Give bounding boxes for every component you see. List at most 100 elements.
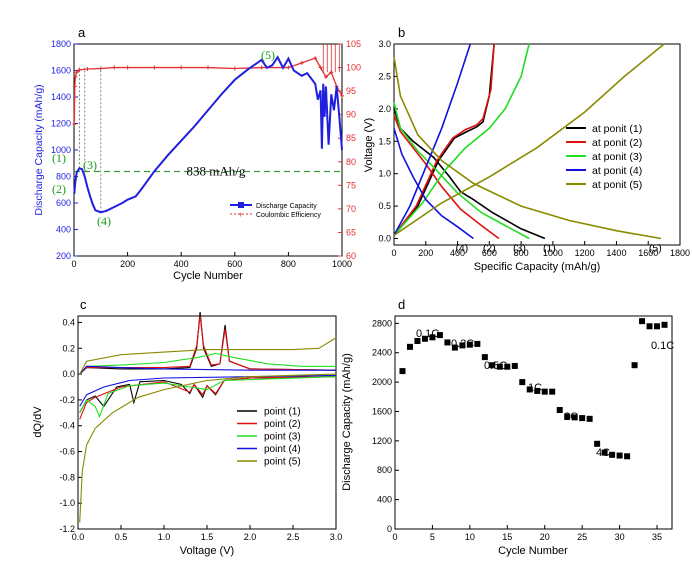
data-point <box>451 344 458 351</box>
x-tick-label: 1000 <box>332 259 352 269</box>
panel-c: c 0.0 0.5 1.0 1.5 2.0 2.5 3.0 0.4 0.2 0.0 -0.2 -0.… <box>32 297 342 557</box>
panel-c-x-ticks: 0.0 0.5 1.0 1.5 2.0 2.5 3.0 <box>72 525 342 542</box>
legend-label-3: at ponit (3) <box>592 151 642 163</box>
data-point <box>549 388 556 395</box>
data-point <box>534 387 541 394</box>
panel-a-ylabel: Discharge Capacity (mAh/g) <box>33 84 45 215</box>
discharge-curve-4 <box>393 128 474 240</box>
panel-a-y2-ticks: 60 65 70 75 80 85 90 95 100 105 <box>338 39 361 261</box>
panel-d-label: d <box>398 297 405 312</box>
y-tick-label: 60 <box>346 251 356 261</box>
x-tick-label: 1.0 <box>158 532 171 542</box>
panel-c-ylabel: dQ/dV <box>32 406 44 438</box>
x-tick-label: 800 <box>514 248 529 258</box>
charge-dqdv-4 <box>79 365 336 375</box>
x-tick-label: 400 <box>450 248 465 258</box>
y-tick-label: 65 <box>346 227 356 237</box>
ce-marker <box>98 66 103 71</box>
charge-curve-5 <box>393 43 665 236</box>
panel-a-point-4: (4) <box>97 214 111 228</box>
end-label: (4) <box>455 243 468 255</box>
y-tick-label: 2.5 <box>378 71 391 81</box>
legend-label-1: at ponit (1) <box>592 123 642 135</box>
panel-d-rate-1c: 1C <box>528 382 542 394</box>
discharge-curve-2 <box>393 115 500 240</box>
y-tick-label: 1200 <box>372 436 392 446</box>
discharge-dqdv-3 <box>79 376 337 419</box>
panel-a-x-ticks: 0 200 400 600 800 1000 <box>71 252 352 269</box>
data-point <box>541 388 548 395</box>
ce-marker <box>318 65 323 70</box>
x-tick-label: 0.5 <box>115 532 128 542</box>
x-tick-label: 1.5 <box>201 532 214 542</box>
panel-d-frame <box>394 315 673 530</box>
ce-marker <box>72 84 77 89</box>
discharge-dqdv-1 <box>79 376 337 414</box>
y-tick-label: -0.8 <box>59 472 75 482</box>
legend-capacity-marker <box>238 202 244 208</box>
y-tick-label: 200 <box>56 251 71 261</box>
ce-marker <box>85 66 90 71</box>
y-tick-label: 1800 <box>51 39 71 49</box>
y-tick-label: 1400 <box>51 92 71 102</box>
y-tick-label: 1.0 <box>378 169 391 179</box>
panel-d-rate-01c-return: 0.1C <box>651 340 674 352</box>
discharge-dqdv-5 <box>79 373 337 523</box>
data-point <box>631 362 638 369</box>
charge-dqdv-3 <box>79 352 336 375</box>
c-legend-label-1: point (1) <box>264 407 301 418</box>
x-tick-label: 0 <box>392 532 397 542</box>
y-tick-label: 2000 <box>372 377 392 387</box>
c-legend-label-3: point (3) <box>264 432 301 443</box>
y-tick-label: 2400 <box>372 348 392 358</box>
y-tick-label: 0.0 <box>378 234 391 244</box>
legend-capacity-label: Discharge Capacity <box>256 203 317 210</box>
x-tick-label: 1600 <box>638 248 658 258</box>
panel-b-frame <box>393 43 681 246</box>
data-point <box>556 407 563 414</box>
x-tick-label: 2.5 <box>287 532 300 542</box>
x-tick-label: 200 <box>418 248 433 258</box>
ce-marker <box>299 60 304 65</box>
x-tick-label: 0 <box>391 248 396 258</box>
y-tick-label: 1600 <box>51 66 71 76</box>
ce-marker <box>73 74 78 79</box>
y-tick-label: 400 <box>377 495 392 505</box>
panel-a-reference-label: 838 mAh/g <box>187 163 246 178</box>
y-tick-label: 600 <box>56 198 71 208</box>
panel-d-rate-2c: 2C <box>564 411 578 423</box>
legend-label-5: at ponit (5) <box>592 179 642 191</box>
ce-marker <box>340 93 344 98</box>
c-legend-label-2: point (2) <box>264 419 301 430</box>
discharge-curve-5 <box>393 56 662 240</box>
ce-marker <box>72 122 77 127</box>
y-tick-label: 1.5 <box>378 136 391 146</box>
charge-curve-4 <box>393 43 472 236</box>
panel-c-label: c <box>80 297 87 312</box>
panel-d-rate-4c: 4C <box>596 447 610 459</box>
panel-c-curves <box>79 312 337 523</box>
panel-d-rate-02c: 0.2C <box>451 338 474 350</box>
discharge-curve-1 <box>393 108 546 240</box>
legend-ce-marker: + <box>238 210 243 219</box>
data-point <box>481 354 488 361</box>
y-tick-label: -1.2 <box>59 524 75 534</box>
panel-b-ylabel: Voltage (V) <box>363 118 375 172</box>
data-point <box>399 368 406 375</box>
panel-c-xlabel: Voltage (V) <box>180 545 234 557</box>
panel-a-legend: Discharge Capacity + Coulombic Efficienc… <box>230 202 321 219</box>
panel-a-label: a <box>78 25 86 40</box>
charge-dqdv-5 <box>79 337 337 375</box>
y-tick-label: 0.5 <box>378 201 391 211</box>
panel-d-rate-01c: 0.1C <box>416 328 439 340</box>
ce-marker <box>125 65 130 70</box>
panel-b-label: b <box>398 25 405 40</box>
x-tick-label: 400 <box>174 259 189 269</box>
panel-d-points <box>399 318 668 460</box>
panel-a-point-3: (3) <box>83 158 97 172</box>
panel-b-legend: at ponit (1) at ponit (2) at ponit (3) at p… <box>566 123 642 191</box>
data-point <box>609 451 616 458</box>
data-point <box>489 362 496 369</box>
c-legend-label-5: point (5) <box>264 457 301 468</box>
x-tick-label: 10 <box>465 532 475 542</box>
